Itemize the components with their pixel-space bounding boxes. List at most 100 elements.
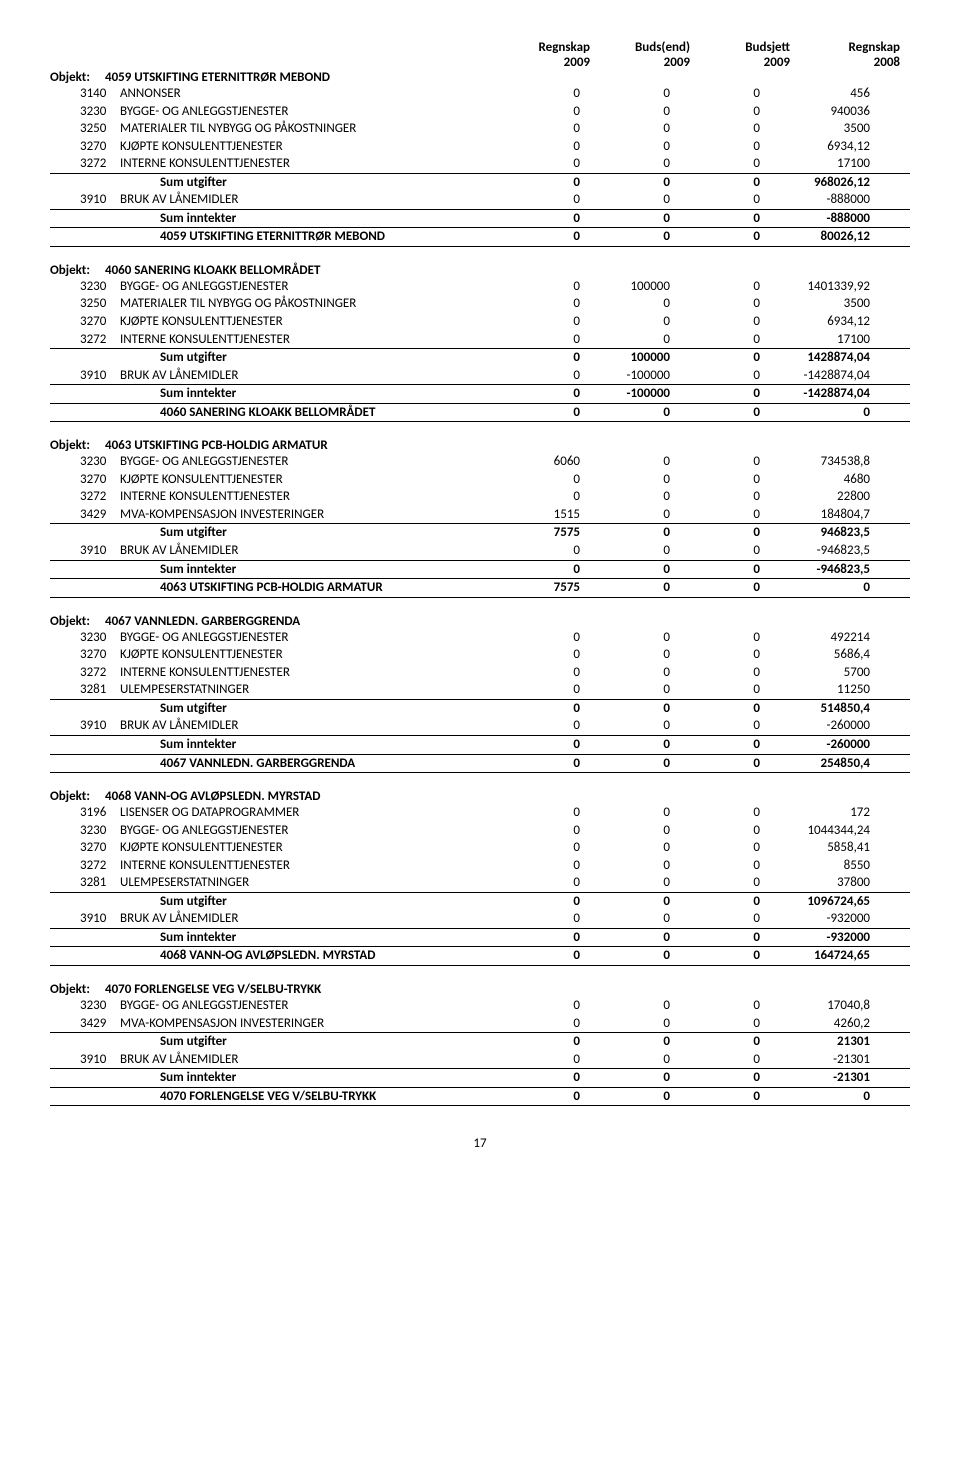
header-year-3: 2009 — [690, 55, 790, 70]
section-total-row: 4070 FORLENGELSE VEG V/SELBU-TRYKK0000 — [50, 1087, 910, 1107]
cell-value: 1401339,92 — [760, 278, 870, 296]
cell-value: 0 — [670, 174, 760, 192]
cell-value: 17100 — [760, 331, 870, 349]
line-code: 3910 — [50, 367, 120, 385]
page-number: 17 — [50, 1136, 910, 1151]
cell-value: 0 — [670, 929, 760, 947]
cell-value: 0 — [580, 910, 670, 928]
cell-value: 0 — [580, 664, 670, 682]
cell-value: 0 — [490, 700, 580, 718]
cell-value: 0 — [490, 561, 580, 579]
cell-value: 0 — [490, 331, 580, 349]
line-desc: BRUK AV LÅNEMIDLER — [120, 1051, 490, 1069]
cell-value: 0 — [670, 85, 760, 103]
section-header: Objekt:4068 VANN-OG AVLØPSLEDN. MYRSTAD — [50, 789, 910, 804]
line-desc: Sum utgifter — [120, 893, 490, 911]
sum-inntekter-row: Sum inntekter000-260000 — [50, 735, 910, 754]
line-code: 3230 — [50, 103, 120, 121]
objekt-label: Objekt: — [50, 614, 105, 629]
line-code: 3910 — [50, 191, 120, 209]
line-desc: 4059 UTSKIFTING ETERNITTRØR MEBOND — [120, 228, 490, 246]
section-header: Objekt:4070 FORLENGELSE VEG V/SELBU-TRYK… — [50, 982, 910, 997]
line-code: 3910 — [50, 910, 120, 928]
cell-value: 0 — [580, 1051, 670, 1069]
line-desc: Sum inntekter — [120, 929, 490, 947]
cell-value: 3500 — [760, 120, 870, 138]
line-code: 3270 — [50, 839, 120, 857]
line-desc: BYGGE- OG ANLEGGSTJENESTER — [120, 278, 490, 296]
line-code — [50, 385, 120, 403]
cell-value: 0 — [760, 1088, 870, 1106]
cell-value: 0 — [580, 404, 670, 422]
cell-value: 0 — [670, 155, 760, 173]
line-desc: BYGGE- OG ANLEGGSTJENESTER — [120, 997, 490, 1015]
cell-value: 0 — [670, 367, 760, 385]
cell-value: 0 — [580, 210, 670, 228]
line-desc: BYGGE- OG ANLEGGSTJENESTER — [120, 453, 490, 471]
header-year-1: 2009 — [490, 55, 590, 70]
line-code: 3429 — [50, 1015, 120, 1033]
cell-value: 456 — [760, 85, 870, 103]
line-desc: ULEMPESERSTATNINGER — [120, 874, 490, 892]
line-code: 3272 — [50, 664, 120, 682]
sum-inntekter-row: Sum inntekter000-932000 — [50, 928, 910, 947]
line-desc: Sum utgifter — [120, 700, 490, 718]
cell-value: 0 — [580, 120, 670, 138]
section-total-row: 4068 VANN-OG AVLØPSLEDN. MYRSTAD00016472… — [50, 946, 910, 966]
line-code: 3196 — [50, 804, 120, 822]
cell-value: 0 — [490, 85, 580, 103]
line-row: 3272INTERNE KONSULENTTJENESTER0005700 — [50, 664, 910, 682]
cell-value: 0 — [490, 893, 580, 911]
cell-value: 5858,41 — [760, 839, 870, 857]
sum-utgifter-row: Sum utgifter000514850,4 — [50, 699, 910, 718]
cell-value: 940036 — [760, 103, 870, 121]
line-row: 3230BYGGE- OG ANLEGGSTJENESTER00017040,8 — [50, 997, 910, 1015]
line-desc: 4068 VANN-OG AVLØPSLEDN. MYRSTAD — [120, 947, 490, 965]
cell-value: -1428874,04 — [760, 367, 870, 385]
section-4067: Objekt:4067 VANNLEDN. GARBERGGRENDA3230B… — [50, 614, 910, 773]
objekt-label: Objekt: — [50, 263, 105, 278]
cell-value: 0 — [490, 313, 580, 331]
line-row: 3250MATERIALER TIL NYBYGG OG PÅKOSTNINGE… — [50, 295, 910, 313]
objekt-label: Objekt: — [50, 789, 105, 804]
cell-value: 0 — [580, 700, 670, 718]
cell-value: 0 — [490, 910, 580, 928]
cell-value: 0 — [580, 295, 670, 313]
cell-value: 0 — [580, 174, 670, 192]
section-total-row: 4059 UTSKIFTING ETERNITTRØR MEBOND000800… — [50, 227, 910, 247]
cell-value: 0 — [490, 471, 580, 489]
line-desc: MVA-KOMPENSASJON INVESTERINGER — [120, 1015, 490, 1033]
line-row: 3272INTERNE KONSULENTTJENESTER00017100 — [50, 331, 910, 349]
section-4070: Objekt:4070 FORLENGELSE VEG V/SELBU-TRYK… — [50, 982, 910, 1106]
cell-value: 0 — [670, 646, 760, 664]
cell-value: 0 — [670, 910, 760, 928]
line-desc: INTERNE KONSULENTTJENESTER — [120, 488, 490, 506]
line-desc: 4063 UTSKIFTING PCB-HOLDIG ARMATUR — [120, 579, 490, 597]
section-total-row: 4063 UTSKIFTING PCB-HOLDIG ARMATUR757500… — [50, 578, 910, 598]
line-row: 3230BYGGE- OG ANLEGGSTJENESTER000492214 — [50, 629, 910, 647]
line-code: 3230 — [50, 629, 120, 647]
section-4060: Objekt:4060 SANERING KLOAKK BELLOMRÅDET3… — [50, 263, 910, 422]
line-code — [50, 736, 120, 754]
cell-value: 0 — [580, 506, 670, 524]
section-header: Objekt:4059 UTSKIFTING ETERNITTRØR MEBON… — [50, 70, 910, 85]
cell-value: 946823,5 — [760, 524, 870, 542]
cell-value: 0 — [490, 103, 580, 121]
cell-value: 0 — [580, 755, 670, 773]
line-desc: Sum utgifter — [120, 174, 490, 192]
objekt-title: 4067 VANNLEDN. GARBERGGRENDA — [105, 614, 910, 629]
cell-value: 0 — [670, 804, 760, 822]
line-row: 3230BYGGE- OG ANLEGGSTJENESTER000940036 — [50, 103, 910, 121]
cell-value: 0 — [580, 1069, 670, 1087]
line-desc: BYGGE- OG ANLEGGSTJENESTER — [120, 629, 490, 647]
cell-value: 100000 — [580, 278, 670, 296]
cell-value: 0 — [490, 1088, 580, 1106]
cell-value: -100000 — [580, 367, 670, 385]
sum-utgifter-row: Sum utgifter000968026,12 — [50, 173, 910, 192]
line-code: 3429 — [50, 506, 120, 524]
cell-value: 0 — [490, 804, 580, 822]
cell-value: 0 — [670, 506, 760, 524]
line-code — [50, 561, 120, 579]
cell-value: 0 — [670, 579, 760, 597]
cell-value: 17100 — [760, 155, 870, 173]
